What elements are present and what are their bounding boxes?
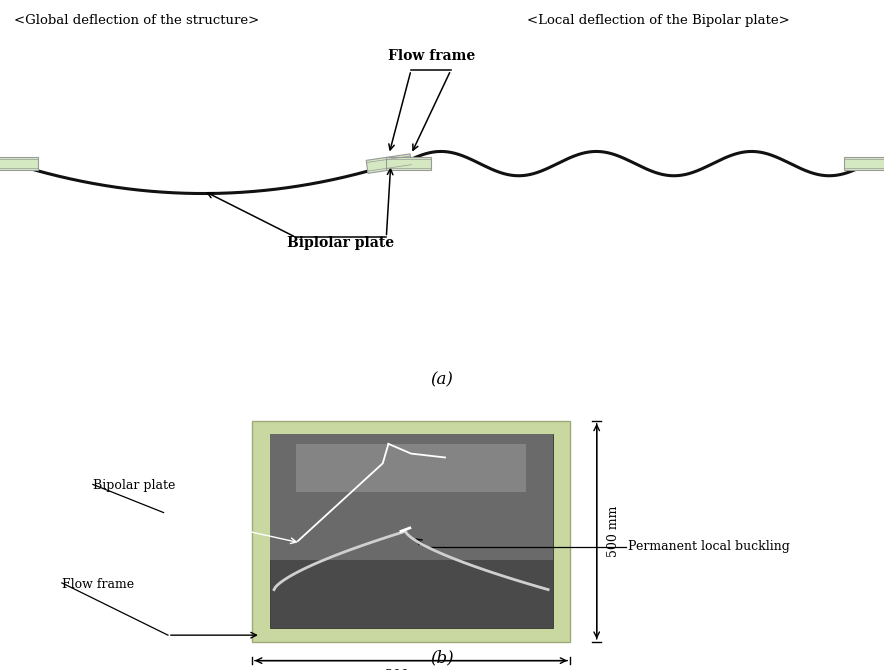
Text: Flow frame: Flow frame: [388, 49, 475, 62]
Polygon shape: [386, 157, 431, 170]
Text: Flow frame: Flow frame: [62, 578, 134, 590]
Polygon shape: [366, 154, 412, 174]
Text: (a): (a): [431, 371, 453, 388]
Text: <Global deflection of the structure>: <Global deflection of the structure>: [14, 14, 260, 27]
Text: <Local deflection of the Bipolar plate>: <Local deflection of the Bipolar plate>: [527, 14, 790, 27]
Text: 500 mm: 500 mm: [385, 669, 437, 670]
FancyBboxPatch shape: [252, 421, 570, 642]
Text: 500 mm: 500 mm: [607, 506, 621, 557]
Bar: [270, 434, 552, 560]
Text: Permanent local buckling: Permanent local buckling: [628, 540, 789, 553]
Text: (b): (b): [431, 649, 453, 666]
Polygon shape: [0, 157, 38, 170]
Text: Biplolar plate: Biplolar plate: [286, 236, 394, 250]
Bar: [296, 444, 526, 492]
Bar: [270, 434, 552, 628]
Text: Bipolar plate: Bipolar plate: [93, 479, 175, 492]
Polygon shape: [844, 157, 884, 170]
